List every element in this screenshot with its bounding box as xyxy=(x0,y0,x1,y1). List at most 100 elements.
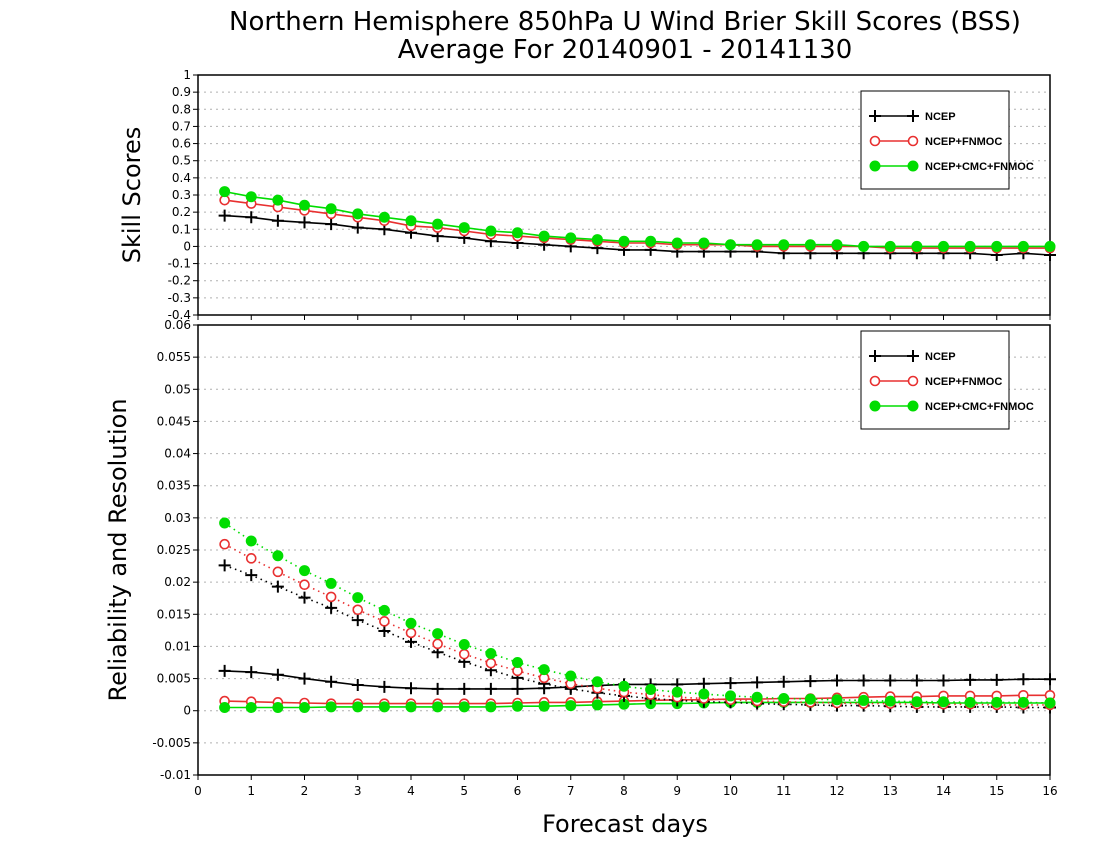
data-point xyxy=(591,234,603,246)
data-point xyxy=(538,664,550,676)
data-point xyxy=(938,696,949,708)
data-point xyxy=(272,702,284,713)
legend-label: NCEP+FNMOC xyxy=(925,376,1002,388)
y-tick-label: 0.7 xyxy=(172,119,191,133)
legend-box xyxy=(860,90,1010,190)
data-point xyxy=(298,591,311,604)
data-point xyxy=(751,691,763,703)
data-point xyxy=(378,211,390,223)
legend: NCEP NCEP+FNMOC NCEP+CMC+FNMOC xyxy=(860,90,1034,190)
x-tick-label: 2 xyxy=(301,784,309,798)
y-tick-label: 0.5 xyxy=(172,154,191,168)
data-point xyxy=(485,648,497,659)
data-point xyxy=(245,211,258,224)
data-point xyxy=(991,240,1003,252)
data-point xyxy=(591,699,603,711)
data-point xyxy=(219,702,231,713)
x-tick-label: 4 xyxy=(407,784,415,798)
legend-marker xyxy=(869,350,881,362)
data-point xyxy=(325,701,337,713)
data-point xyxy=(351,221,364,234)
data-point xyxy=(298,672,311,685)
plot-frame xyxy=(197,74,1051,316)
y-tick-label: -0.4 xyxy=(168,308,191,322)
legend: NCEP NCEP+FNMOC NCEP+CMC+FNMOC xyxy=(860,330,1034,430)
data-point xyxy=(432,218,444,230)
data-point xyxy=(298,216,311,229)
x-tick-label: 5 xyxy=(460,784,468,798)
data-point xyxy=(512,657,523,668)
data-point xyxy=(565,232,577,244)
data-point xyxy=(697,677,710,690)
data-point xyxy=(458,639,470,650)
data-point xyxy=(512,700,523,712)
legend-marker xyxy=(907,110,919,122)
y-tick-label: 0.005 xyxy=(157,672,191,686)
data-point xyxy=(1017,673,1030,686)
data-point xyxy=(991,696,1003,708)
series-ncep xyxy=(218,209,1056,261)
data-point xyxy=(458,701,470,713)
data-point xyxy=(778,239,790,251)
y-tick-label: 0.8 xyxy=(172,102,191,116)
panel-2: -0.01 -0.005 0 0.005 0.01 0.015 0.02 0.025 0.03 0… xyxy=(104,318,1058,798)
y-tick-label: 0.6 xyxy=(172,137,191,151)
series-ncep-cmc-fnmoc xyxy=(219,186,1056,252)
series-line xyxy=(224,564,1050,709)
legend-marker xyxy=(869,135,881,147)
data-point xyxy=(458,648,470,660)
data-point xyxy=(964,240,976,252)
y-tick-label: 0.2 xyxy=(172,205,191,219)
series-line xyxy=(224,670,1050,690)
x-tick-label: 13 xyxy=(883,784,898,798)
legend-label: NCEP+FNMOC xyxy=(925,136,1002,148)
data-point xyxy=(645,235,657,247)
y-tick-label: 0 xyxy=(183,239,191,253)
data-point xyxy=(325,577,337,589)
x-tick-label: 3 xyxy=(354,784,362,798)
data-point xyxy=(831,694,843,706)
data-point xyxy=(485,657,497,669)
legend-label: NCEP+CMC+FNMOC xyxy=(925,161,1034,173)
chart-title: Northern Hemisphere 850hPa U Wind Brier … xyxy=(229,7,1021,37)
y-tick-label: 0.01 xyxy=(164,639,191,653)
data-point xyxy=(219,538,230,550)
legend-marker xyxy=(907,135,919,147)
data-point xyxy=(724,677,737,690)
data-point xyxy=(325,203,337,215)
series-line xyxy=(224,214,1051,256)
data-point xyxy=(884,674,897,687)
x-tick-label: 1 xyxy=(247,784,255,798)
data-point xyxy=(1044,697,1056,709)
x-tick-label: 8 xyxy=(620,784,628,798)
data-point xyxy=(325,601,338,614)
data-point xyxy=(751,239,763,251)
data-point xyxy=(352,604,364,616)
data-point xyxy=(618,235,630,247)
data-point xyxy=(405,701,417,713)
data-point xyxy=(405,627,417,639)
data-point xyxy=(272,566,284,578)
y-tick-label: 0.045 xyxy=(157,414,191,428)
data-point xyxy=(458,222,470,234)
y-tick-label: -0.005 xyxy=(152,736,191,750)
data-point xyxy=(325,591,337,603)
y-tick-label: 0.3 xyxy=(172,188,191,202)
data-point xyxy=(831,239,843,251)
y-axis-label: Skill Scores xyxy=(118,127,146,264)
data-point xyxy=(432,638,443,650)
series-ncep-fnmoc xyxy=(219,194,1056,254)
data-point xyxy=(645,684,657,695)
y-tick-label: -0.1 xyxy=(168,257,191,271)
legend-label: NCEP+CMC+FNMOC xyxy=(925,401,1034,413)
data-point xyxy=(378,625,391,637)
data-point xyxy=(245,702,257,713)
data-point xyxy=(458,682,471,695)
y-tick-label: 0.06 xyxy=(164,318,191,332)
data-point xyxy=(777,675,790,688)
data-point xyxy=(671,237,683,249)
data-point xyxy=(378,701,390,713)
data-point xyxy=(352,701,364,713)
data-point xyxy=(378,604,390,616)
